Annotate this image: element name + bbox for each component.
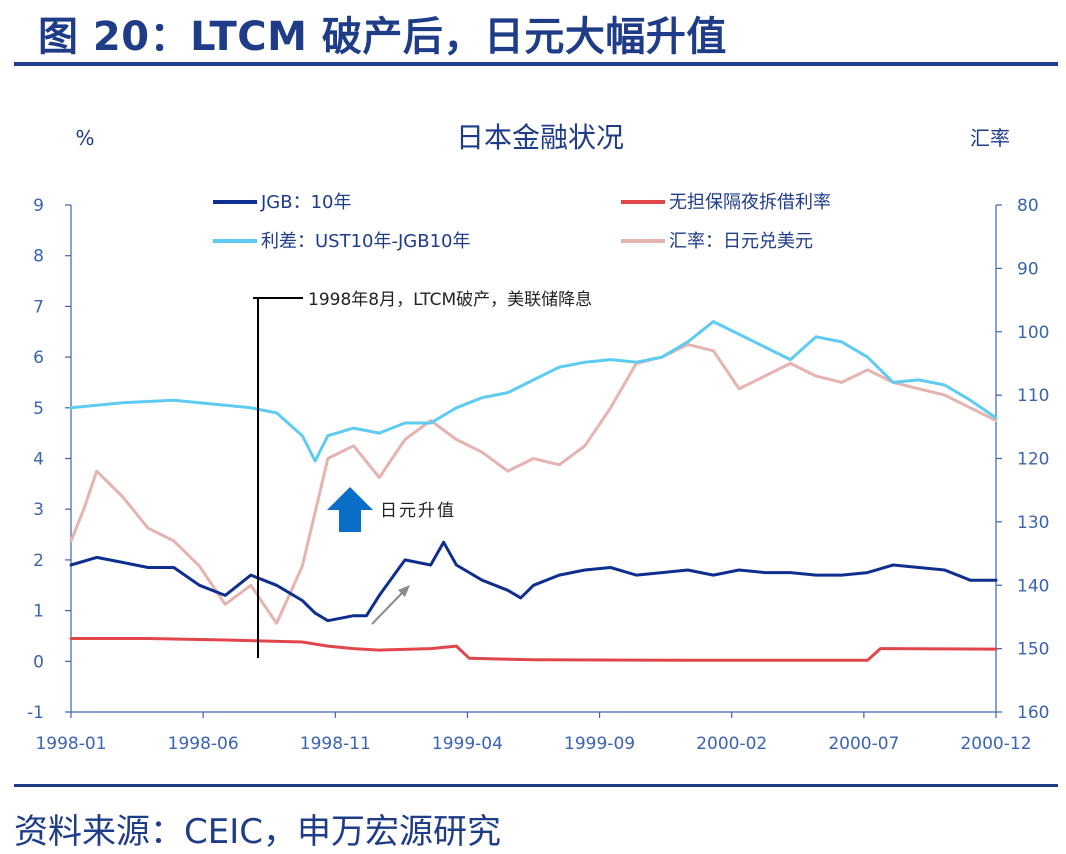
axes: 9 8 7 6 5 4 3 2 1 0 -1 80 90 100 110 120 130 140 150 160 199… bbox=[27, 196, 1049, 754]
right-axis-unit: 汇率 bbox=[970, 126, 1010, 150]
x-tick-label: 2000-12 bbox=[960, 734, 1031, 754]
left-tick-label: 2 bbox=[33, 551, 44, 571]
right-tick-label: 140 bbox=[1017, 576, 1049, 596]
right-tick-label: 130 bbox=[1017, 513, 1049, 533]
legend-label-call: 无担保隔夜拆借利率 bbox=[669, 192, 831, 213]
series-layer bbox=[69, 320, 998, 662]
top-rule bbox=[14, 62, 1058, 66]
series-spread-line bbox=[69, 320, 998, 463]
right-tick-label: 100 bbox=[1017, 323, 1049, 343]
left-tick-label: -1 bbox=[27, 703, 44, 723]
yen-appreciation-label: 日元升值 bbox=[380, 501, 456, 521]
legend-label-spread: 利差：UST10年-JGB10年 bbox=[261, 231, 471, 252]
right-tick-label: 90 bbox=[1017, 259, 1039, 279]
x-tick-label: 1999-09 bbox=[564, 734, 635, 754]
left-tick-label: 8 bbox=[33, 247, 44, 267]
left-tick-label: 7 bbox=[33, 297, 44, 317]
figure-source: 资料来源：CEIC，申万宏源研究 bbox=[14, 812, 501, 852]
figure-title: 图 20：LTCM 破产后，日元大幅升值 bbox=[38, 14, 727, 60]
left-tick-label: 0 bbox=[33, 652, 44, 672]
x-tick-label: 1999-04 bbox=[432, 734, 503, 754]
left-tick-label: 6 bbox=[33, 348, 44, 368]
right-tick-label: 120 bbox=[1017, 450, 1049, 470]
chart-title: 日本金融状况 bbox=[456, 121, 624, 154]
series-call-rate-line bbox=[69, 637, 998, 662]
x-tick-label: 1998-11 bbox=[300, 734, 371, 754]
x-tick-label: 1998-01 bbox=[35, 734, 106, 754]
bottom-rule bbox=[14, 784, 1058, 787]
rise-arrow-head-icon bbox=[398, 585, 410, 597]
ltcm-annotation: 1998年8月，LTCM破产，美联储降息 bbox=[308, 290, 592, 310]
series-jgb10y-line bbox=[69, 540, 998, 623]
right-tick-label: 110 bbox=[1017, 386, 1049, 406]
left-tick-label: 3 bbox=[33, 500, 44, 520]
left-axis-unit: % bbox=[75, 126, 94, 150]
right-tick-label: 80 bbox=[1017, 196, 1039, 216]
series-usdjpy-line bbox=[69, 342, 998, 625]
x-tick-label: 1998-06 bbox=[168, 734, 239, 754]
rise-arrow-line bbox=[371, 590, 405, 625]
x-tick-label: 2000-07 bbox=[828, 734, 899, 754]
right-tick-label: 160 bbox=[1017, 703, 1049, 723]
legend: JGB：10年 无担保隔夜拆借利率 利差：UST10年-JGB10年 汇率：日元… bbox=[213, 192, 831, 252]
legend-label-fx: 汇率：日元兑美元 bbox=[669, 231, 813, 252]
x-tick-label: 2000-02 bbox=[696, 734, 767, 754]
yen-appreciation-arrow-icon bbox=[327, 487, 373, 532]
left-tick-label: 4 bbox=[33, 450, 44, 470]
legend-label-jgb: JGB：10年 bbox=[260, 192, 352, 213]
left-tick-label: 5 bbox=[33, 399, 44, 419]
left-tick-label: 1 bbox=[33, 602, 44, 622]
right-tick-label: 150 bbox=[1017, 640, 1049, 660]
left-tick-label: 9 bbox=[33, 196, 44, 216]
